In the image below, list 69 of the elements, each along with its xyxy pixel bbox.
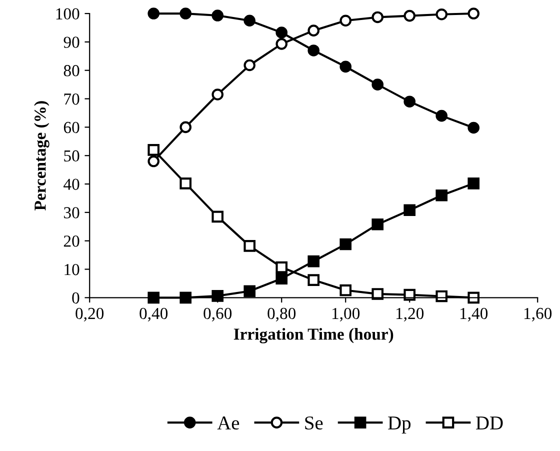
point xyxy=(308,44,320,56)
y-tick-label: 10 xyxy=(64,264,80,276)
y-tick-label: 90 xyxy=(64,36,80,48)
x-tick-label: 1,60 xyxy=(524,308,552,322)
point xyxy=(148,155,160,168)
point xyxy=(276,26,288,38)
point xyxy=(340,238,352,250)
y-tick-label: 30 xyxy=(64,207,80,218)
point xyxy=(468,292,480,304)
point xyxy=(436,189,448,202)
x-tick-label: 0,40 xyxy=(140,308,168,322)
y-tick-label: 50 xyxy=(64,150,80,162)
point xyxy=(276,38,288,50)
point xyxy=(372,288,384,300)
x-tick-label: 1,40 xyxy=(460,308,488,322)
point xyxy=(308,24,320,36)
point xyxy=(212,88,224,100)
point xyxy=(468,122,480,134)
x-tick-label: 0,60 xyxy=(204,308,232,322)
point xyxy=(468,8,480,20)
point xyxy=(404,288,416,301)
point xyxy=(212,10,224,22)
y-tick-label: 40 xyxy=(64,178,80,190)
point xyxy=(404,96,416,108)
legend-label: Dp xyxy=(388,416,411,434)
point xyxy=(340,60,352,73)
y-tick-label: 0 xyxy=(72,292,80,304)
point xyxy=(404,10,416,22)
legend-label: Se xyxy=(305,416,323,430)
point xyxy=(340,14,352,27)
point xyxy=(276,261,288,274)
point xyxy=(148,8,160,20)
point xyxy=(404,204,416,216)
point xyxy=(340,284,352,296)
x-axis-title: Irrigation Time (hour) xyxy=(234,328,394,344)
x-tick-label: 1,00 xyxy=(332,308,360,322)
point xyxy=(180,292,192,304)
point xyxy=(212,290,224,302)
point xyxy=(180,8,192,20)
point xyxy=(148,144,160,156)
point xyxy=(244,240,256,252)
point xyxy=(180,178,192,190)
legend-label: DD xyxy=(476,416,503,430)
point xyxy=(308,255,320,268)
point xyxy=(436,290,448,302)
point xyxy=(276,272,288,285)
point xyxy=(372,11,384,24)
legend-label: Ae xyxy=(217,416,240,430)
x-tick-label: 0,80 xyxy=(268,308,296,322)
y-tick-label: 100 xyxy=(56,8,80,20)
point xyxy=(436,110,448,122)
point xyxy=(148,292,160,304)
y-tick-label: 80 xyxy=(64,65,80,76)
point xyxy=(372,78,384,90)
y-tick-label: 20 xyxy=(64,236,80,247)
point xyxy=(180,121,192,134)
point xyxy=(244,14,256,27)
y-tick-label: 70 xyxy=(64,93,80,105)
point xyxy=(244,285,256,298)
point xyxy=(436,8,448,20)
point xyxy=(308,274,320,286)
point xyxy=(212,210,224,223)
x-tick-label: 0,20 xyxy=(76,308,104,322)
y-axis-title: Percentage (%) xyxy=(34,101,50,210)
point xyxy=(468,178,480,190)
point xyxy=(244,59,256,72)
x-tick-label: 1,20 xyxy=(396,308,424,322)
y-tick-label: 60 xyxy=(64,122,80,134)
point xyxy=(372,218,384,230)
